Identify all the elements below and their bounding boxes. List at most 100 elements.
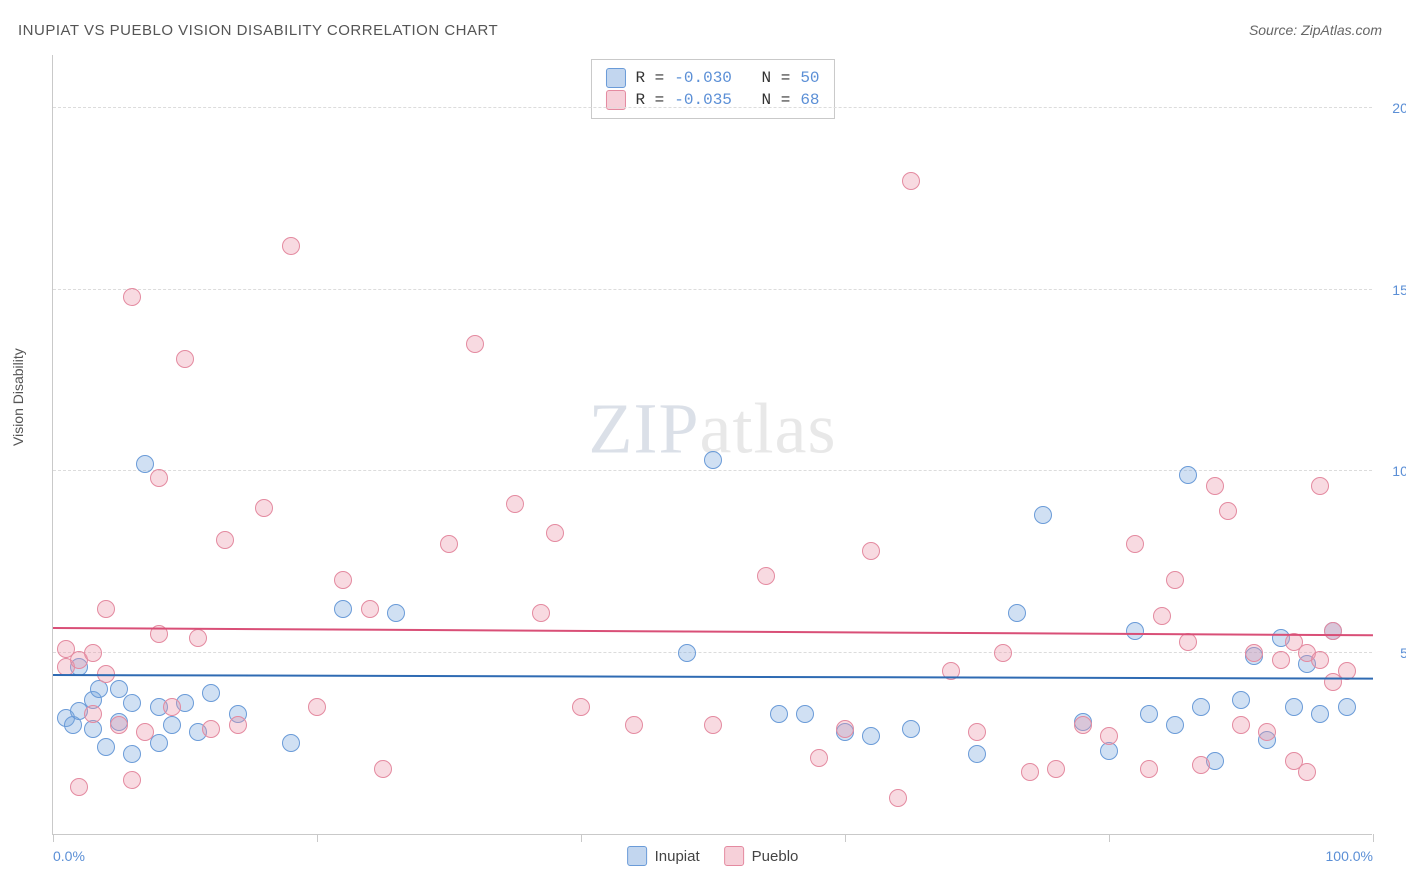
data-point-pueblo [1074,716,1092,734]
y-tick-label: 10.0% [1377,463,1406,479]
data-point-pueblo [97,600,115,618]
scatter-plot-area: ZIPatlas R = -0.030 N = 50 R = -0.035 N … [52,55,1372,835]
data-point-pueblo [229,716,247,734]
data-point-pueblo [968,723,986,741]
data-point-pueblo [1192,756,1210,774]
data-point-pueblo [255,499,273,517]
data-point-inupiat [334,600,352,618]
trendline-pueblo [53,627,1373,636]
data-point-pueblo [202,720,220,738]
stat-label-r: R = [635,91,664,109]
stat-label-r: R = [635,69,664,87]
data-point-pueblo [123,771,141,789]
data-point-pueblo [572,698,590,716]
data-point-inupiat [796,705,814,723]
data-point-inupiat [202,684,220,702]
gridline [53,470,1372,471]
data-point-pueblo [282,237,300,255]
x-tick-label: 100.0% [1326,848,1373,864]
data-point-pueblo [216,531,234,549]
gridline [53,289,1372,290]
x-tick [53,834,54,842]
trendline-inupiat [53,674,1373,680]
y-axis-label: Vision Disability [10,348,26,446]
y-tick-label: 5.0% [1377,645,1406,661]
data-point-pueblo [810,749,828,767]
data-point-pueblo [994,644,1012,662]
watermark-bold: ZIP [589,388,700,468]
data-point-pueblo [1311,477,1329,495]
data-point-inupiat [1311,705,1329,723]
data-point-pueblo [1140,760,1158,778]
data-point-pueblo [84,705,102,723]
x-tick [317,834,318,842]
source-attribution: Source: ZipAtlas.com [1249,22,1382,38]
legend-item-inupiat: Inupiat [627,846,700,866]
data-point-inupiat [1166,716,1184,734]
data-point-inupiat [1126,622,1144,640]
stat-label-n: N = [762,69,791,87]
x-tick [1373,834,1374,842]
data-point-pueblo [1179,633,1197,651]
gridline [53,107,1372,108]
data-point-pueblo [1021,763,1039,781]
data-point-pueblo [70,778,88,796]
data-point-inupiat [1140,705,1158,723]
data-point-pueblo [1219,502,1237,520]
data-point-pueblo [1272,651,1290,669]
stat-n-pueblo: 68 [800,91,819,109]
data-point-pueblo [334,571,352,589]
stat-r-pueblo: -0.035 [674,91,732,109]
data-point-pueblo [308,698,326,716]
data-point-pueblo [110,716,128,734]
data-point-pueblo [123,288,141,306]
legend-item-pueblo: Pueblo [724,846,799,866]
data-point-pueblo [1258,723,1276,741]
data-point-pueblo [862,542,880,560]
bottom-legend: Inupiat Pueblo [627,846,799,866]
data-point-inupiat [862,727,880,745]
data-point-pueblo [532,604,550,622]
gridline [53,652,1372,653]
data-point-pueblo [361,600,379,618]
data-point-pueblo [704,716,722,734]
data-point-inupiat [1232,691,1250,709]
data-point-pueblo [889,789,907,807]
data-point-inupiat [110,680,128,698]
data-point-inupiat [97,738,115,756]
data-point-inupiat [282,734,300,752]
data-point-pueblo [1153,607,1171,625]
legend-swatch-inupiat [627,846,647,866]
data-point-inupiat [123,745,141,763]
swatch-inupiat [605,68,625,88]
data-point-pueblo [1245,644,1263,662]
data-point-pueblo [1047,760,1065,778]
data-point-inupiat [968,745,986,763]
x-tick-label: 0.0% [53,848,85,864]
data-point-pueblo [150,469,168,487]
data-point-pueblo [136,723,154,741]
data-point-pueblo [1232,716,1250,734]
legend-swatch-pueblo [724,846,744,866]
data-point-pueblo [84,644,102,662]
data-point-inupiat [1179,466,1197,484]
y-tick-label: 20.0% [1377,100,1406,116]
data-point-pueblo [440,535,458,553]
legend-label-pueblo: Pueblo [752,848,799,865]
data-point-inupiat [136,455,154,473]
stat-label-n: N = [762,91,791,109]
data-point-pueblo [1126,535,1144,553]
x-tick [1109,834,1110,842]
data-point-inupiat [902,720,920,738]
legend-label-inupiat: Inupiat [655,848,700,865]
data-point-pueblo [1285,752,1303,770]
data-point-inupiat [123,694,141,712]
data-point-pueblo [757,567,775,585]
data-point-pueblo [163,698,181,716]
chart-title: INUPIAT VS PUEBLO VISION DISABILITY CORR… [18,22,498,39]
stat-r-inupiat: -0.030 [674,69,732,87]
x-tick [845,834,846,842]
data-point-pueblo [1166,571,1184,589]
y-tick-label: 15.0% [1377,282,1406,298]
data-point-pueblo [1100,727,1118,745]
